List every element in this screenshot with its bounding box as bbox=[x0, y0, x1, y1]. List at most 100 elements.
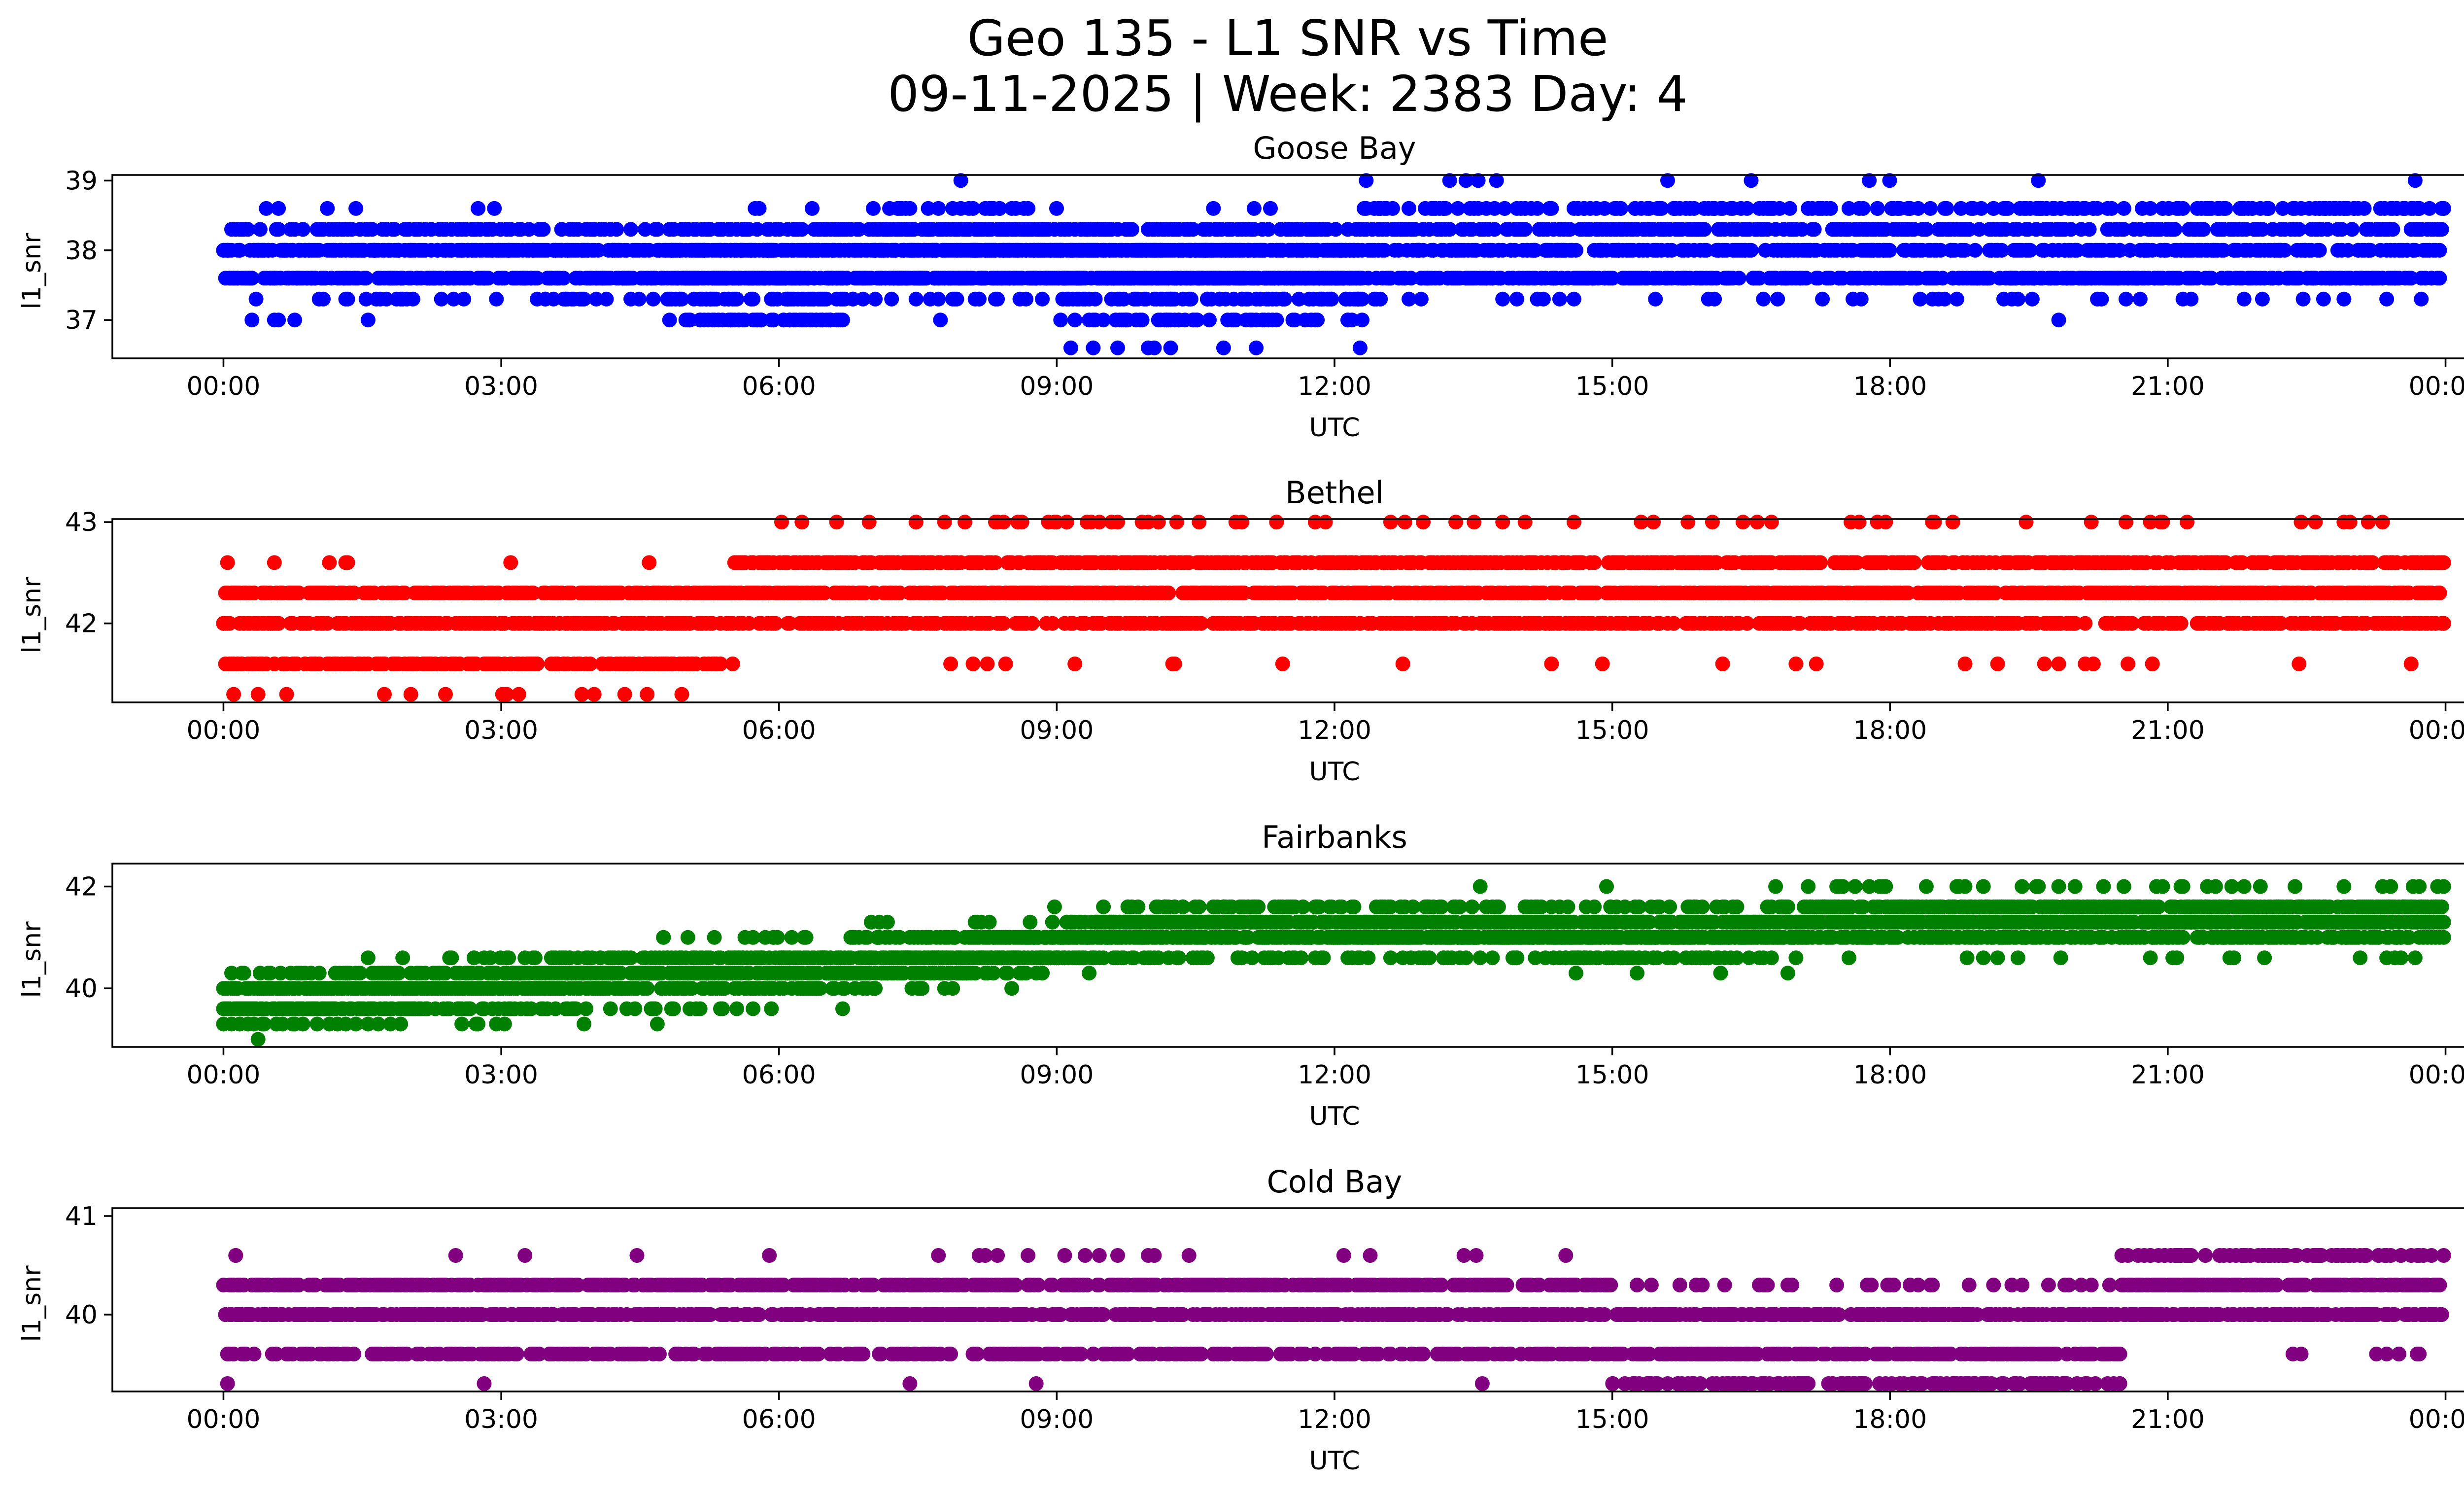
data-point bbox=[1352, 340, 1368, 355]
data-point bbox=[340, 291, 355, 307]
y-tick-label: 38 bbox=[65, 236, 98, 266]
data-point bbox=[1744, 243, 1759, 258]
data-point bbox=[1183, 291, 1198, 307]
data-point bbox=[1246, 201, 1262, 216]
data-point bbox=[252, 222, 268, 237]
data-point bbox=[1110, 340, 1125, 355]
data-point bbox=[1613, 201, 1628, 216]
data-point bbox=[958, 515, 972, 530]
data-point bbox=[971, 291, 987, 307]
data-point bbox=[931, 291, 946, 307]
data-point bbox=[1756, 291, 1771, 307]
x-tick-label: 03:00 bbox=[464, 372, 538, 401]
data-point bbox=[943, 656, 958, 671]
subplot-bethel: Bethel UTC l1_snr 00:00 03:00 06:00 09:00 12… bbox=[17, 475, 2464, 787]
data-point bbox=[1385, 201, 1400, 216]
data-point bbox=[908, 291, 924, 307]
data-point bbox=[434, 291, 449, 307]
data-point bbox=[2414, 291, 2429, 307]
data-point bbox=[2010, 291, 2025, 307]
x-axis-label: UTC bbox=[1309, 757, 1360, 787]
data-point bbox=[1124, 222, 1139, 237]
data-point bbox=[487, 201, 502, 216]
x-tick-label: 00:00 bbox=[2409, 372, 2464, 401]
data-point bbox=[856, 291, 871, 307]
data-point bbox=[2379, 291, 2395, 307]
data-point bbox=[1569, 243, 1583, 258]
data-point bbox=[766, 313, 781, 328]
data-point bbox=[640, 687, 655, 702]
data-point bbox=[489, 291, 504, 307]
data-point bbox=[835, 313, 850, 328]
data-point bbox=[2357, 201, 2372, 216]
data-point bbox=[1169, 515, 1184, 530]
data-point bbox=[2336, 291, 2352, 307]
data-point bbox=[405, 291, 420, 307]
data-point bbox=[271, 222, 286, 237]
data-point bbox=[746, 291, 761, 307]
x-axis-label: UTC bbox=[1309, 413, 1360, 443]
data-point bbox=[2184, 291, 2199, 307]
data-point bbox=[271, 313, 286, 328]
data-point bbox=[1815, 291, 1830, 307]
data-point bbox=[1269, 313, 1284, 328]
data-point bbox=[2436, 201, 2451, 216]
data-point bbox=[377, 687, 392, 702]
data-point bbox=[1495, 515, 1510, 530]
data-point bbox=[819, 291, 834, 307]
data-point bbox=[753, 313, 769, 328]
data-point bbox=[446, 291, 461, 307]
data-point bbox=[2295, 291, 2311, 307]
data-point bbox=[2175, 201, 2190, 216]
data-point bbox=[609, 222, 624, 237]
data-point bbox=[1402, 201, 1417, 216]
data-point bbox=[1067, 313, 1083, 328]
data-point bbox=[1035, 291, 1050, 307]
data-point bbox=[1053, 313, 1068, 328]
x-tick-label: 09:00 bbox=[1020, 372, 1094, 401]
data-point bbox=[931, 201, 946, 216]
data-point bbox=[2119, 291, 2133, 307]
data-point bbox=[1770, 291, 1785, 307]
subplot-goose-bay: Goose Bay UTC l1_snr 00:00 03:00 06:00 09:0… bbox=[17, 130, 2464, 443]
data-point bbox=[2132, 291, 2148, 307]
data-point bbox=[965, 656, 981, 671]
data-point bbox=[1467, 515, 1482, 530]
data-point bbox=[259, 201, 274, 216]
data-point bbox=[1019, 291, 1033, 307]
data-point bbox=[1151, 515, 1166, 530]
data-point bbox=[1202, 313, 1217, 328]
data-point bbox=[248, 291, 264, 307]
data-point bbox=[1161, 586, 1176, 600]
data-point bbox=[556, 271, 571, 286]
x-tick-label: 21:00 bbox=[2131, 372, 2205, 401]
data-point bbox=[530, 271, 545, 286]
data-point bbox=[884, 291, 899, 307]
data-point bbox=[1310, 313, 1325, 328]
data-point bbox=[2434, 222, 2449, 237]
data-point bbox=[220, 555, 235, 570]
data-point bbox=[861, 515, 877, 530]
data-point bbox=[949, 291, 964, 307]
data-point bbox=[1536, 291, 1551, 307]
data-point bbox=[2024, 291, 2040, 307]
data-point bbox=[805, 201, 820, 216]
data-point bbox=[1086, 340, 1101, 355]
data-point bbox=[852, 222, 867, 237]
data-point bbox=[1067, 656, 1083, 671]
data-point bbox=[662, 313, 677, 328]
figure-title: Geo 135 - L1 SNR vs Time bbox=[967, 9, 1608, 67]
data-point bbox=[2432, 271, 2447, 286]
data-point bbox=[980, 656, 995, 671]
data-point bbox=[674, 291, 689, 307]
data-point bbox=[365, 222, 380, 237]
data-point bbox=[2236, 291, 2252, 307]
scatter-series bbox=[216, 173, 2451, 355]
data-point bbox=[244, 271, 260, 286]
data-point bbox=[2116, 201, 2131, 216]
data-point bbox=[360, 313, 376, 328]
data-point bbox=[2261, 201, 2276, 216]
data-point bbox=[752, 201, 767, 216]
data-point bbox=[617, 687, 632, 702]
